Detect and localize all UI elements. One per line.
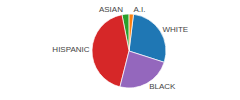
svg-text:A.I.: A.I. — [133, 5, 145, 14]
svg-text:BLACK: BLACK — [149, 82, 176, 91]
svg-text:HISPANIC: HISPANIC — [52, 45, 89, 54]
svg-text:ASIAN: ASIAN — [99, 5, 123, 14]
svg-text:WHITE: WHITE — [162, 25, 188, 34]
